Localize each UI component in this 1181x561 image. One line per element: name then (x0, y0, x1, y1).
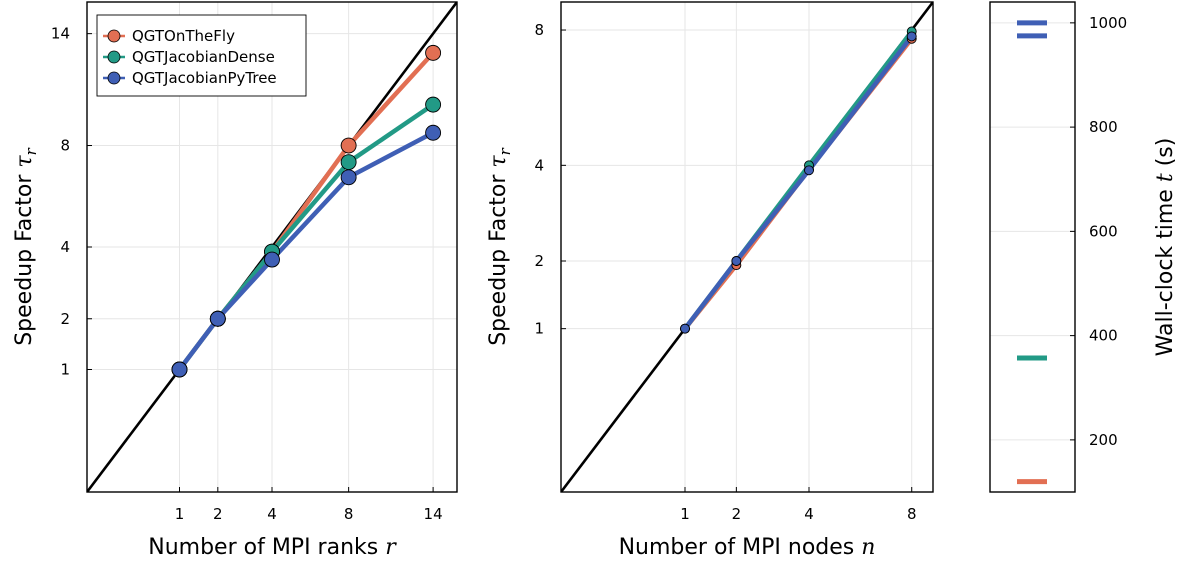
y-tick-label: 200 (1089, 431, 1118, 449)
y-tick-label: 600 (1089, 222, 1118, 240)
y-tick-label: 2 (534, 252, 544, 270)
legend-swatch-marker (107, 71, 121, 85)
data-point-QGTJacobianPyTree (804, 165, 814, 176)
y-axis-label: Speedup Factor τr (12, 147, 40, 345)
x-tick-label: 1 (175, 505, 185, 523)
data-point-QGTJacobianPyTree (731, 256, 742, 266)
x-tick-label: 2 (213, 505, 223, 523)
data-point-QGTOnTheFly (425, 44, 442, 61)
series-line-QGTJacobianPyTree (683, 35, 914, 331)
y-tick-label: 8 (534, 21, 544, 39)
data-point-QGTJacobianPyTree (906, 31, 917, 42)
x-axis-label: Number of MPI ranks r (148, 535, 397, 560)
y-tick-label: 14 (51, 25, 70, 43)
x-tick-label: 8 (907, 505, 917, 523)
legend-label: QGTJacobianPyTree (132, 69, 277, 87)
legend-label: QGTOnTheFly (132, 27, 235, 45)
legend-item-QGTJacobianDense: QGTJacobianDense (103, 48, 275, 66)
data-point-QGTJacobianPyTree (264, 251, 280, 268)
x-tick-label: 1 (680, 505, 690, 523)
y-tick-label: 4 (534, 156, 544, 174)
data-point-QGTJacobianPyTree (425, 124, 442, 141)
data-point-QGTJacobianPyTree (680, 323, 690, 334)
legend-swatch-marker (107, 29, 121, 43)
legend-box (96, 14, 307, 97)
y-tick-label: 2 (60, 310, 70, 328)
data-point-QGTOnTheFly (340, 137, 357, 154)
plot-content (87, 2, 457, 492)
y-tick-label: 800 (1089, 118, 1118, 136)
x-tick-label: 2 (732, 505, 742, 523)
legend-item-QGTJacobianPyTree: QGTJacobianPyTree (103, 69, 277, 87)
plot-frame (560, 1, 934, 493)
x-tick-label: 14 (424, 505, 443, 523)
y-tick-label: 1 (60, 361, 70, 379)
legend-label: QGTJacobianDense (132, 48, 275, 66)
data-point-QGTJacobianPyTree (171, 361, 188, 378)
panel-speedup-ranks: 1 2 4 8 14 1 2 4 8 14 Number of MPI ranks r Speedup… (12, 1, 458, 560)
legend-swatch-marker (107, 50, 121, 64)
y-tick-label: 1 (534, 320, 544, 338)
x-tick-label: 4 (267, 505, 277, 523)
plot-frame (989, 1, 1076, 493)
plot-area (990, 2, 1075, 492)
y-tick-label: 4 (60, 238, 70, 256)
data-point-QGTJacobianDense (340, 154, 357, 171)
data-point-QGTJacobianPyTree (340, 169, 357, 186)
y-tick-label: 400 (1089, 327, 1118, 345)
legend-item-QGTOnTheFly: QGTOnTheFly (103, 27, 235, 45)
x-axis-label: Number of MPI nodes n (619, 535, 876, 560)
panel-wallclock-colorbar: 200 400 600 800 1000 Wall-clock time t (s) (989, 1, 1178, 493)
y-axis-label: Wall-clock time t (s) (1153, 138, 1178, 357)
data-point-QGTJacobianDense (425, 96, 442, 113)
y-axis-label: Speedup Factor τr (486, 147, 514, 345)
legend: QGTOnTheFly QGTJacobianDense QGTJacobianPy… (96, 14, 307, 97)
y-tick-label: 1000 (1089, 14, 1127, 32)
x-tick-label: 4 (804, 505, 814, 523)
x-tick-label: 8 (344, 505, 354, 523)
plot-content (561, 2, 933, 492)
y-tick-label: 8 (60, 137, 70, 155)
data-point-QGTJacobianPyTree (209, 310, 226, 327)
